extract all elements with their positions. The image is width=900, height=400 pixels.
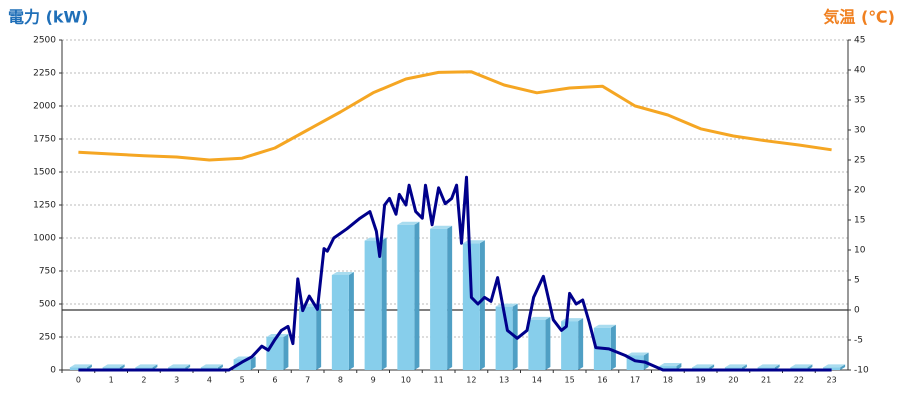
bar xyxy=(364,240,382,370)
x-tick-label: 16 xyxy=(597,376,607,385)
bar xyxy=(69,367,87,370)
bar-side xyxy=(578,318,584,370)
bar-top xyxy=(397,221,420,225)
x-tick-label: 10 xyxy=(401,376,411,385)
y-tick-label: 2000 xyxy=(33,102,56,112)
bar-top xyxy=(790,364,813,368)
bar xyxy=(299,306,317,370)
bar xyxy=(430,228,448,370)
bar xyxy=(528,319,546,370)
y-tick-label: 500 xyxy=(39,300,56,310)
y2-tick-label: 45 xyxy=(854,36,865,46)
y2-tick-label: 5 xyxy=(854,276,860,286)
x-tick-label: 15 xyxy=(565,376,575,385)
bar xyxy=(331,274,349,370)
x-tick-label: 1 xyxy=(109,376,114,385)
x-tick-label: 22 xyxy=(794,376,804,385)
bar-side xyxy=(447,225,453,370)
bar-side xyxy=(840,364,846,370)
x-tick-label: 20 xyxy=(728,376,738,385)
bar-top xyxy=(724,364,747,368)
bar xyxy=(462,243,480,370)
bar-top xyxy=(102,364,125,368)
y2-tick-label: -10 xyxy=(854,366,869,376)
bar-side xyxy=(610,324,616,370)
bar xyxy=(823,367,841,370)
y2-tick-label: 20 xyxy=(854,186,866,196)
bar-side xyxy=(283,334,289,370)
y2-tick-label: 0 xyxy=(854,306,860,316)
bar xyxy=(397,224,415,370)
x-tick-label: 7 xyxy=(305,376,310,385)
power-line xyxy=(78,175,832,372)
bar-top xyxy=(69,364,92,368)
bar xyxy=(495,306,513,370)
y-tick-label: 0 xyxy=(50,366,56,376)
x-tick-label: 6 xyxy=(272,376,277,385)
x-tick-label: 14 xyxy=(532,376,542,385)
x-tick-label: 19 xyxy=(696,376,706,385)
bar-top xyxy=(200,364,223,368)
y-tick-label: 1250 xyxy=(33,201,56,211)
y-tick-label: 1500 xyxy=(33,168,56,178)
bar-top xyxy=(692,364,715,368)
y-tick-label: 1750 xyxy=(33,135,56,145)
bar-side xyxy=(545,316,551,370)
y2-tick-label: -5 xyxy=(854,336,863,346)
bar-top xyxy=(528,316,551,320)
x-tick-label: 17 xyxy=(630,376,640,385)
x-tick-label: 2 xyxy=(141,376,146,385)
bar xyxy=(233,359,251,370)
bar-top xyxy=(430,225,453,229)
bar-side xyxy=(381,237,387,370)
x-tick-label: 5 xyxy=(240,376,245,385)
x-tick-label: 18 xyxy=(663,376,673,385)
bar-side xyxy=(676,363,682,370)
y-tick-label: 2500 xyxy=(33,36,56,46)
x-tick-label: 13 xyxy=(499,376,509,385)
bar xyxy=(561,321,579,370)
y2-tick-label: 10 xyxy=(854,246,866,256)
bar-top xyxy=(593,324,616,328)
y-axis-title: 電力 (kW) xyxy=(8,8,89,27)
y2-tick-label: 15 xyxy=(854,216,865,226)
bar-side xyxy=(414,221,420,370)
bar-top xyxy=(168,364,191,368)
y2-tick-label: 30 xyxy=(854,126,866,136)
y2-tick-label: 35 xyxy=(854,96,865,106)
bar-top xyxy=(331,271,354,275)
x-tick-label: 11 xyxy=(434,376,444,385)
bar-top xyxy=(659,363,682,367)
temperature-line xyxy=(78,70,832,162)
x-tick-label: 21 xyxy=(761,376,771,385)
x-tick-label: 8 xyxy=(338,376,343,385)
x-tick-label: 0 xyxy=(76,376,81,385)
y2-axis-title: 気温 (℃) xyxy=(823,8,895,27)
bar-top xyxy=(135,364,158,368)
bar-side xyxy=(479,240,485,370)
bar-top xyxy=(626,352,649,356)
bar xyxy=(659,366,677,370)
x-tick-label: 4 xyxy=(207,376,212,385)
x-tick-label: 12 xyxy=(466,376,476,385)
x-tick-label: 3 xyxy=(174,376,179,385)
y-tick-label: 250 xyxy=(39,333,56,343)
bar-top xyxy=(823,364,846,368)
bar-top xyxy=(757,364,780,368)
bar-side xyxy=(316,303,322,370)
x-tick-label: 9 xyxy=(371,376,376,385)
bar-side xyxy=(348,271,354,370)
y-tick-label: 2250 xyxy=(33,69,56,79)
y2-tick-label: 25 xyxy=(854,156,865,166)
x-tick-label: 23 xyxy=(827,376,837,385)
bar-side xyxy=(250,356,256,370)
y2-tick-label: 40 xyxy=(854,66,866,76)
y-tick-label: 750 xyxy=(39,267,56,277)
y-tick-label: 1000 xyxy=(33,234,56,244)
